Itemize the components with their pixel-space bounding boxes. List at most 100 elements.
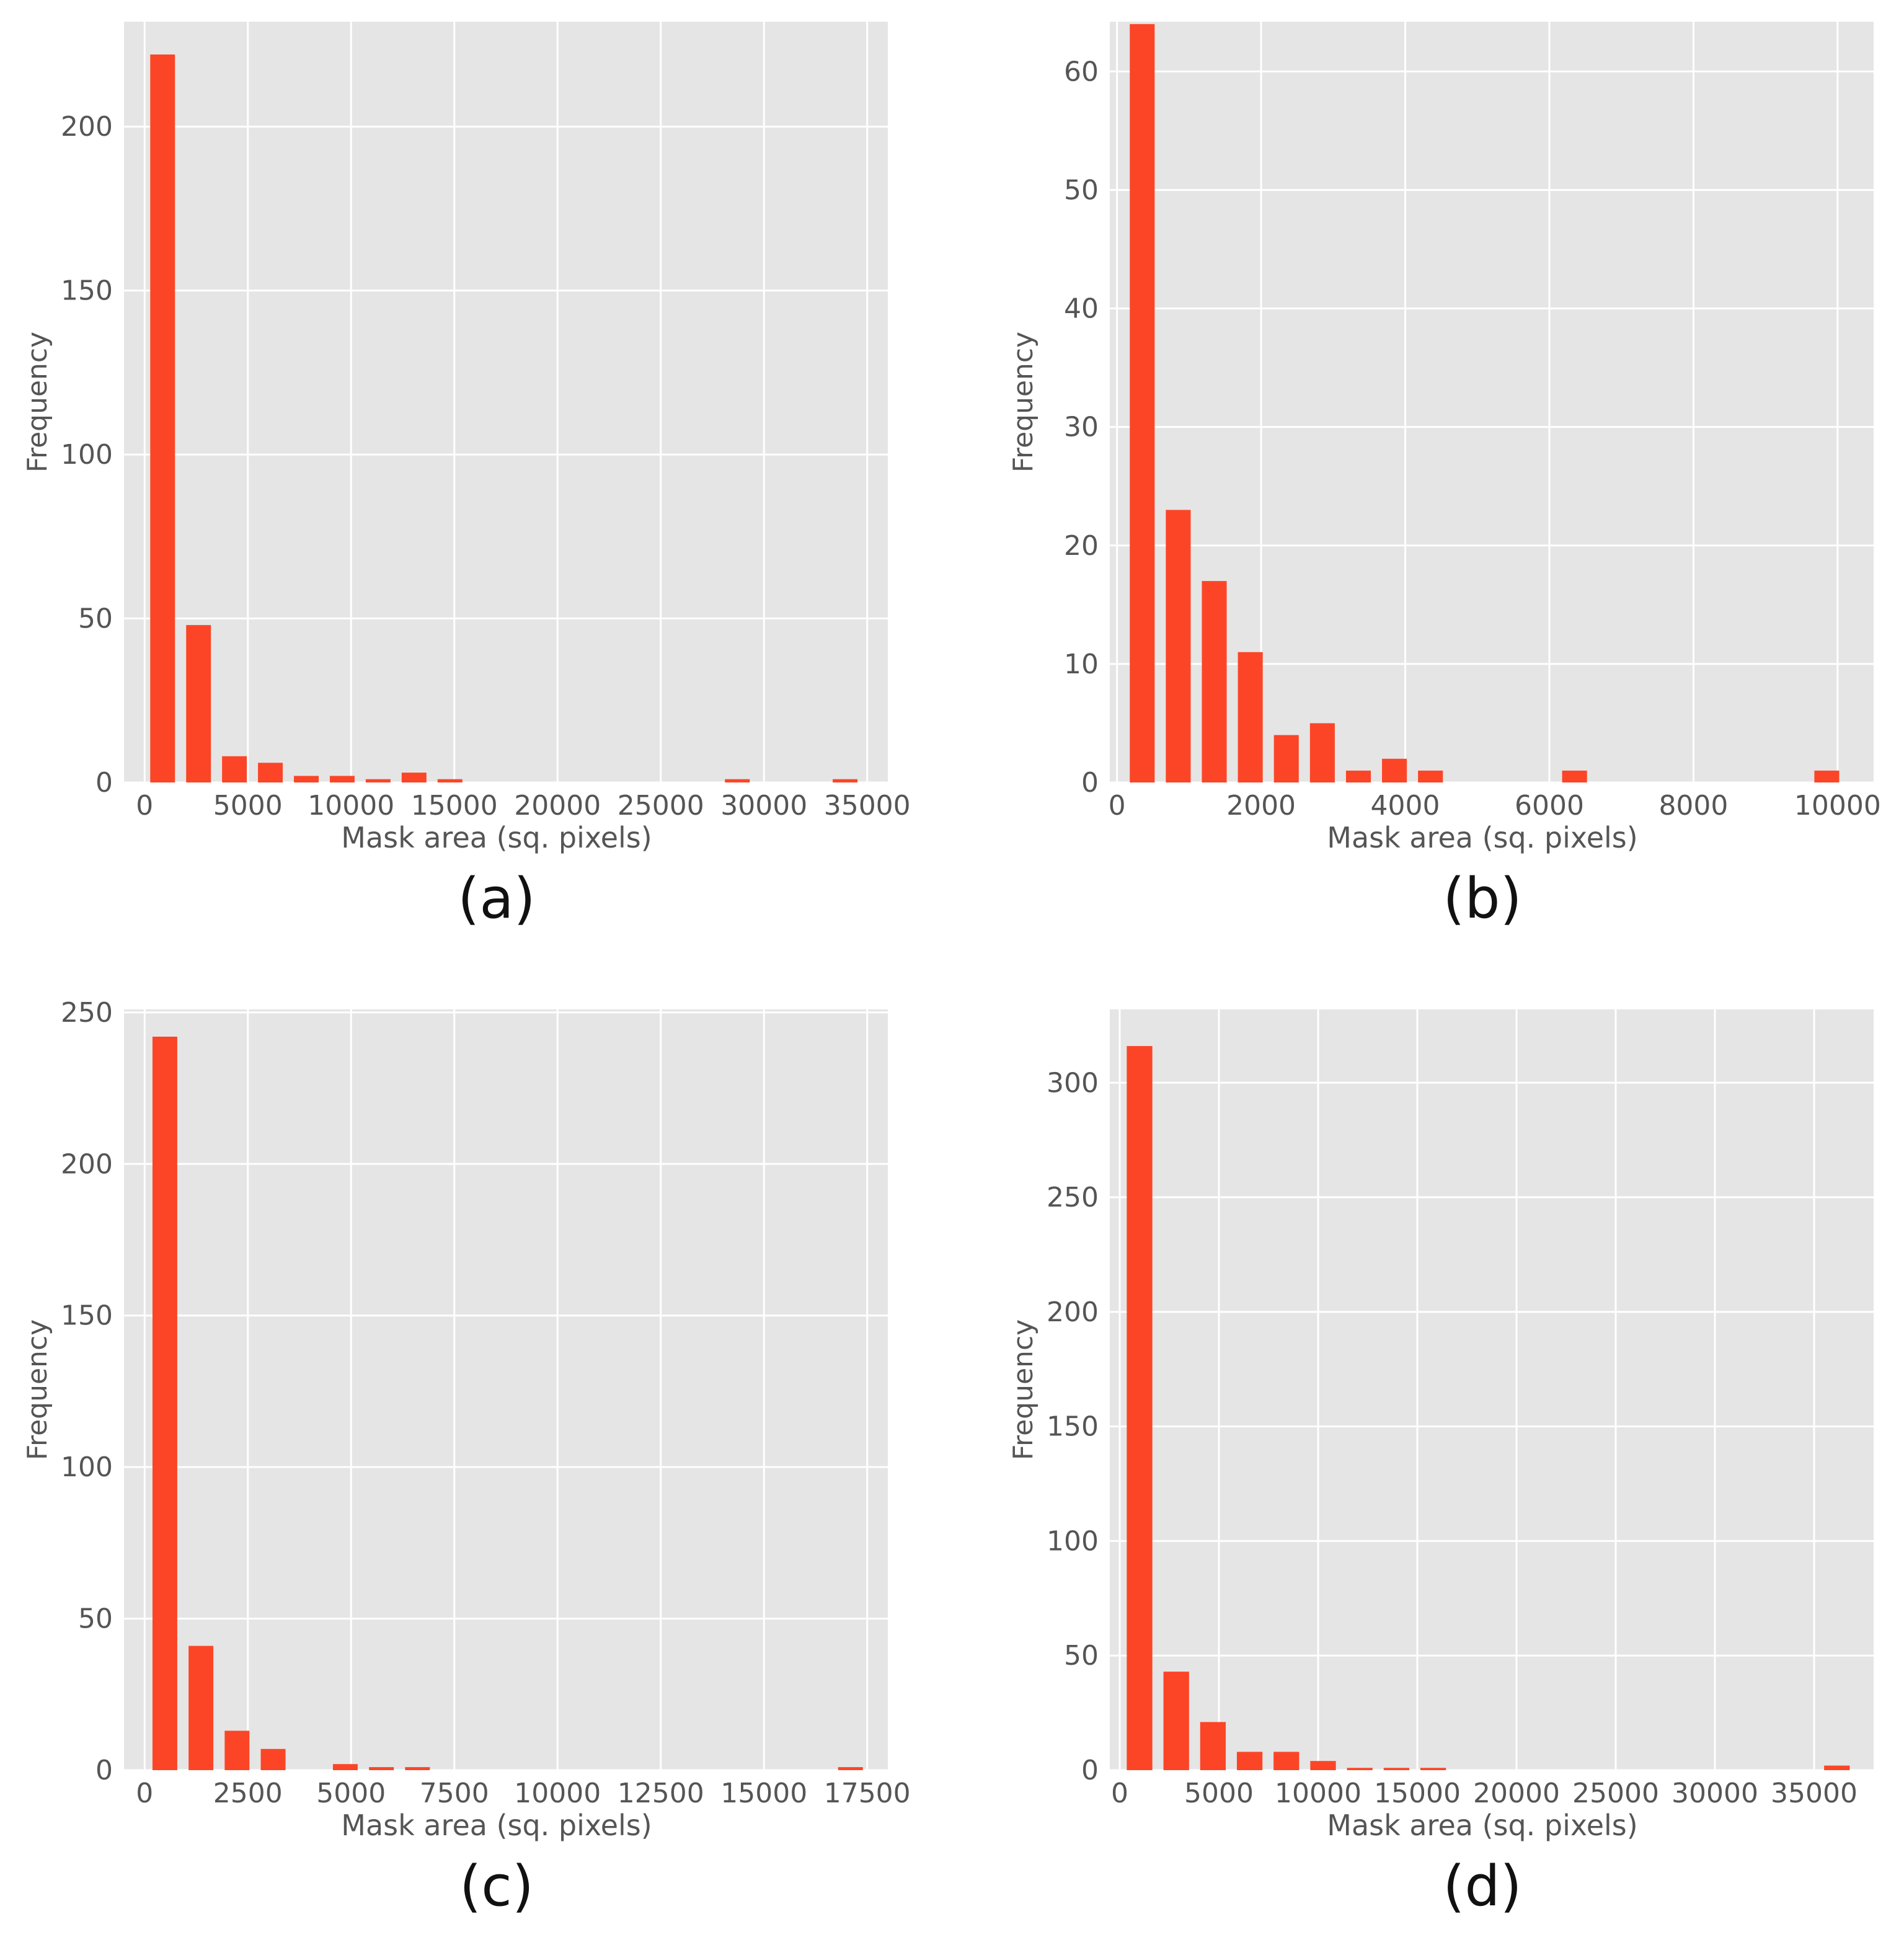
x-tick-label: 35000 — [1771, 1778, 1858, 1809]
x-tick-label: 15000 — [720, 1778, 807, 1809]
x-tick-label: 10000 — [308, 790, 394, 822]
x-tick-label: 10000 — [514, 1778, 601, 1809]
x-tick-label: 15000 — [1374, 1778, 1461, 1809]
bar-a-1 — [186, 625, 211, 782]
bar-b-7 — [1382, 758, 1407, 782]
bar-d-3 — [1236, 1752, 1263, 1770]
y-tick-label: 150 — [61, 275, 113, 307]
bar-d-1 — [1163, 1672, 1189, 1770]
x-tick-label: 5000 — [213, 790, 283, 822]
bar-c-7 — [405, 1767, 430, 1770]
bar-b-5 — [1309, 723, 1335, 782]
bar-c-19 — [838, 1767, 863, 1770]
bar-a-16 — [725, 779, 750, 782]
y-tick-label: 0 — [95, 1755, 113, 1786]
x-tick-label: 0 — [1111, 1778, 1128, 1809]
y-tick-label: 10 — [1064, 649, 1099, 680]
chart-panel-d: 0 5000 10000 15000 20000 25000 30000 35000 0 50 10… — [1007, 1009, 1874, 1919]
x-tick-label: 30000 — [720, 790, 807, 822]
y-tick-label: 300 — [1047, 1067, 1099, 1099]
bar-c-6 — [369, 1767, 394, 1770]
bar-b-2 — [1202, 581, 1227, 782]
x-tick-label: 15000 — [411, 790, 498, 822]
y-tick-label: 250 — [61, 997, 113, 1029]
bar-b-8 — [1418, 770, 1443, 782]
y-tick-label: 50 — [1064, 174, 1099, 206]
plot-area-a — [124, 22, 888, 782]
y-tick-label: 100 — [61, 1451, 113, 1483]
bar-a-19 — [833, 779, 858, 782]
bar-c-3 — [260, 1748, 286, 1770]
y-tick-label: 30 — [1064, 412, 1099, 443]
y-axis-label: Frequency — [22, 332, 53, 472]
x-tick-label: 2000 — [1226, 790, 1296, 822]
bar-a-6 — [365, 779, 391, 782]
bar-b-12 — [1562, 770, 1587, 782]
y-tick-label: 100 — [1047, 1525, 1099, 1557]
panel-caption: (d) — [1443, 1854, 1521, 1919]
bar-d-19 — [1824, 1765, 1850, 1770]
x-tick-label: 10000 — [1275, 1778, 1362, 1809]
x-axis-label: Mask area (sq. pixels) — [1327, 821, 1637, 854]
y-axis-label: Frequency — [22, 1319, 53, 1460]
bar-a-2 — [222, 756, 247, 782]
y-axis-label: Frequency — [1007, 1319, 1039, 1460]
bar-a-8 — [437, 779, 463, 782]
y-tick-label: 20 — [1064, 530, 1099, 562]
y-tick-label: 200 — [1047, 1296, 1099, 1328]
plot-area-b — [1110, 22, 1874, 782]
bar-c-0 — [152, 1036, 177, 1770]
y-tick-label: 50 — [78, 1603, 113, 1635]
x-tick-label: 12500 — [618, 1778, 704, 1809]
y-tick-label: 40 — [1064, 293, 1099, 325]
x-tick-label: 30000 — [1672, 1778, 1758, 1809]
bar-a-4 — [294, 776, 319, 782]
plot-area-c — [124, 1009, 888, 1770]
x-tick-label: 20000 — [514, 790, 601, 822]
chart-panel-c: 0 2500 5000 7500 10000 12500 15000 17500 0 50 100 1… — [22, 997, 911, 1919]
bar-b-4 — [1273, 735, 1299, 782]
bar-a-3 — [258, 763, 283, 782]
bar-d-5 — [1310, 1761, 1336, 1770]
x-tick-label: 8000 — [1658, 790, 1728, 822]
y-tick-label: 60 — [1064, 56, 1099, 87]
bar-b-3 — [1238, 652, 1263, 782]
plot-area-d — [1110, 1009, 1874, 1770]
x-tick-label: 25000 — [1572, 1778, 1659, 1809]
y-axis-label: Frequency — [1007, 332, 1039, 472]
y-tick-label: 250 — [1047, 1182, 1099, 1213]
bar-d-2 — [1200, 1722, 1226, 1770]
x-tick-label: 2500 — [213, 1778, 283, 1809]
y-tick-label: 150 — [1047, 1411, 1099, 1443]
chart-panel-a: 0 5000 10000 15000 20000 25000 30000 35000 0 50 10… — [22, 22, 911, 931]
x-tick-label: 25000 — [618, 790, 704, 822]
y-tick-label: 50 — [1064, 1640, 1099, 1672]
y-tick-label: 0 — [95, 767, 113, 799]
bar-c-2 — [224, 1730, 250, 1770]
x-tick-label: 35000 — [824, 790, 911, 822]
y-tick-label: 200 — [61, 111, 113, 143]
x-axis-label: Mask area (sq. pixels) — [1327, 1809, 1637, 1842]
panel-caption: (b) — [1443, 866, 1521, 931]
x-tick-label: 10000 — [1794, 790, 1881, 822]
x-tick-label: 4000 — [1371, 790, 1440, 822]
bar-d-6 — [1347, 1768, 1373, 1770]
y-tick-label: 200 — [61, 1148, 113, 1180]
bar-d-4 — [1273, 1752, 1300, 1770]
panel-caption: (a) — [458, 866, 535, 931]
x-tick-label: 17500 — [824, 1778, 911, 1809]
x-tick-label: 0 — [136, 790, 153, 822]
x-tick-label: 5000 — [1184, 1778, 1254, 1809]
bar-a-7 — [401, 773, 427, 782]
y-tick-label: 0 — [1081, 767, 1099, 799]
x-tick-label: 0 — [136, 1778, 153, 1809]
x-tick-label: 7500 — [420, 1778, 489, 1809]
x-tick-label: 20000 — [1473, 1778, 1560, 1809]
y-tick-label: 50 — [78, 603, 113, 635]
bar-b-6 — [1345, 770, 1371, 782]
y-tick-label: 0 — [1081, 1755, 1099, 1786]
y-tick-label: 100 — [61, 439, 113, 471]
x-axis-label: Mask area (sq. pixels) — [341, 1809, 652, 1842]
panel-caption: (c) — [459, 1854, 534, 1919]
